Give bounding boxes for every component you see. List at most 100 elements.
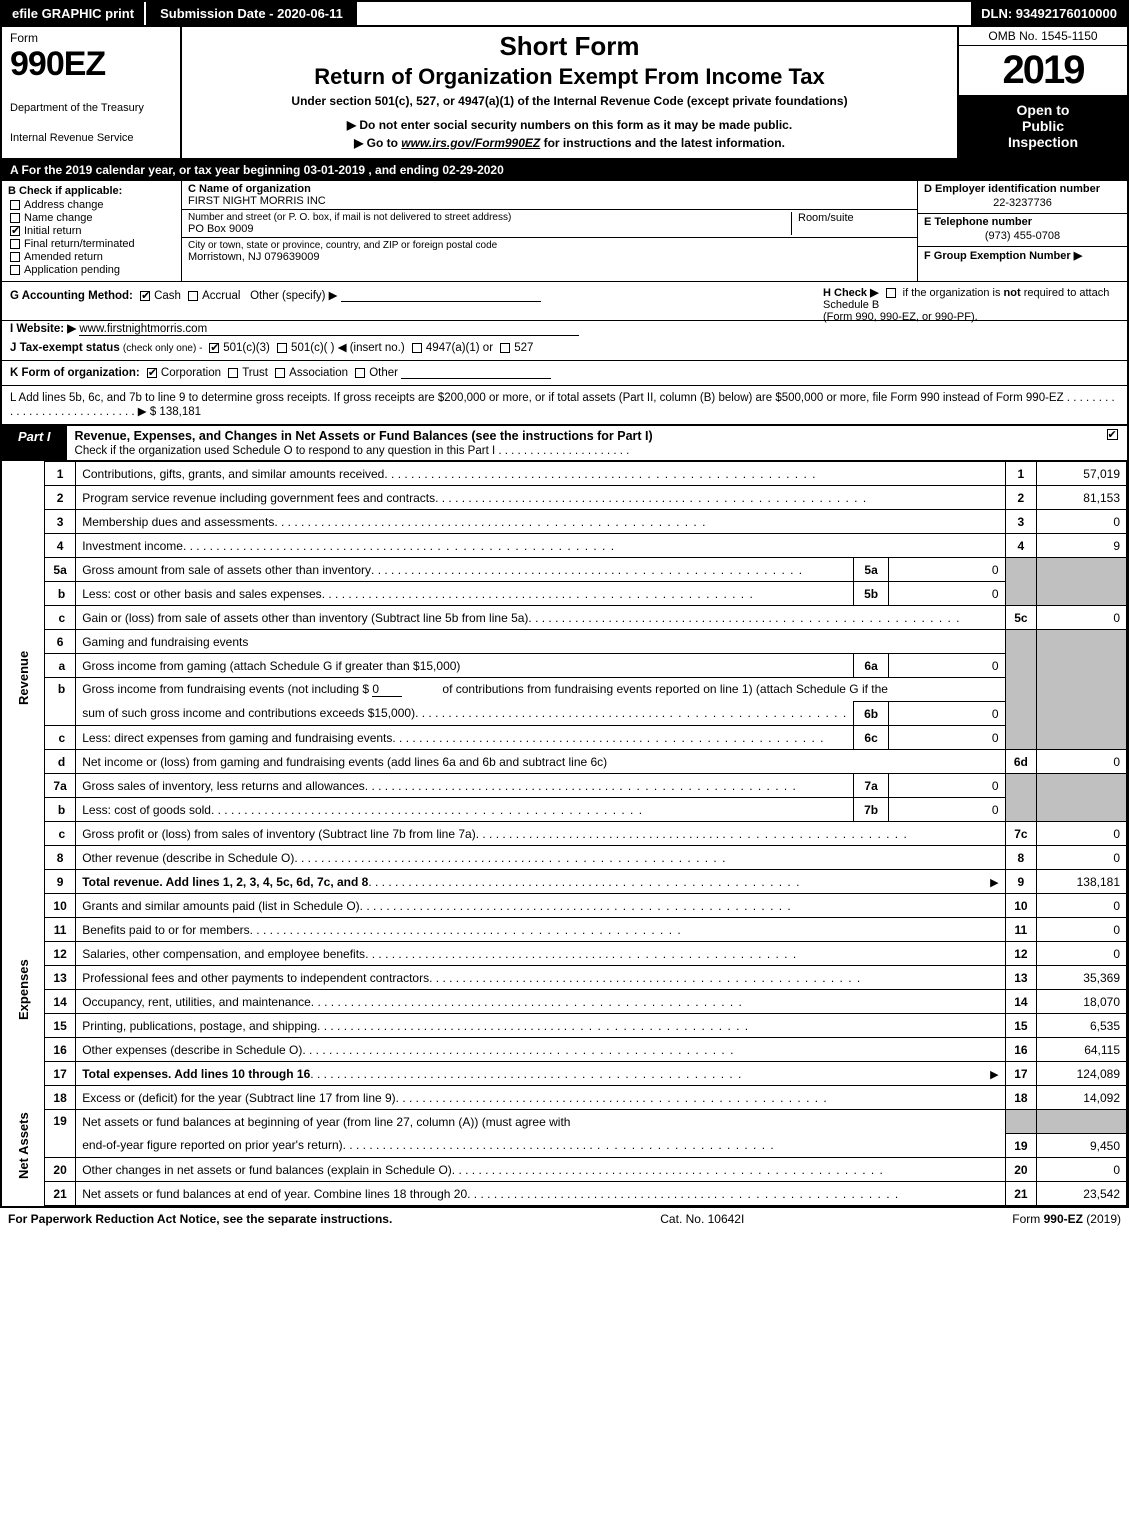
r3-desc: Membership dues and assessments: [76, 510, 1005, 534]
page-footer: For Paperwork Reduction Act Notice, see …: [0, 1208, 1129, 1230]
r21-desc: Net assets or fund balances at end of ye…: [76, 1182, 1005, 1206]
r6d-rval: 0: [1037, 750, 1127, 774]
chk-association[interactable]: [275, 368, 285, 378]
k-o4: Other: [369, 367, 398, 379]
chk-initial-return[interactable]: Initial return: [8, 225, 175, 237]
note-goto-pre: ▶ Go to: [354, 136, 401, 150]
r15-num: 15: [45, 1014, 76, 1038]
line-g: G Accounting Method: Cash Accrual Other …: [2, 282, 1127, 321]
part-i-endcheck[interactable]: [1097, 426, 1127, 460]
chk-501c[interactable]: [277, 343, 287, 353]
chk-501c3[interactable]: [209, 343, 219, 353]
top-bar: efile GRAPHIC print Submission Date - 20…: [2, 2, 1127, 27]
col-cdef: C Name of organization FIRST NIGHT MORRI…: [182, 181, 1127, 281]
r18-rnum: 18: [1005, 1086, 1037, 1110]
row-3: 3 Membership dues and assessments 3 0: [2, 510, 1127, 534]
footer-right-pre: Form: [1012, 1212, 1043, 1226]
j-o4: 527: [514, 342, 533, 354]
k-o2: Trust: [242, 367, 268, 379]
r2-desc: Program service revenue including govern…: [76, 486, 1005, 510]
block-b-f: B Check if applicable: Address change Na…: [2, 181, 1127, 282]
chk-final-return[interactable]: Final return/terminated: [8, 238, 175, 250]
r3-rnum: 3: [1005, 510, 1037, 534]
line-j-sub: (check only one) -: [123, 343, 205, 354]
r20-rval: 0: [1037, 1158, 1127, 1182]
r16-rnum: 16: [1005, 1038, 1037, 1062]
r15-rnum: 15: [1005, 1014, 1037, 1038]
h-not: not: [1004, 287, 1021, 299]
chk-527[interactable]: [500, 343, 510, 353]
chk-h[interactable]: [886, 288, 896, 298]
form-word: Form: [10, 31, 172, 45]
chk-trust[interactable]: [228, 368, 238, 378]
k-other-underline[interactable]: [401, 367, 551, 379]
sidelabel-revenue: Revenue: [2, 462, 45, 894]
r9-rval: 138,181: [1037, 870, 1127, 894]
accrual-label: Accrual: [202, 290, 240, 302]
form-container: efile GRAPHIC print Submission Date - 20…: [0, 0, 1129, 1208]
other-underline[interactable]: [341, 290, 541, 302]
r6b-amt: 0: [372, 682, 402, 697]
ein-value: 22-3237736: [924, 195, 1121, 211]
r6d-num: d: [45, 750, 76, 774]
footer-right-post: (2019): [1083, 1212, 1121, 1226]
r11-rval: 0: [1037, 918, 1127, 942]
r6a-num: a: [45, 654, 76, 678]
chk-label: Name change: [24, 212, 93, 224]
form-code: 990EZ: [10, 45, 172, 84]
chk-cash[interactable]: [140, 291, 150, 301]
footer-mid: Cat. No. 10642I: [392, 1212, 1012, 1226]
chk-application-pending[interactable]: Application pending: [8, 264, 175, 276]
r7a-mv: 0: [889, 774, 1006, 798]
dept-treasury: Department of the Treasury: [10, 102, 172, 114]
city-label: City or town, state or province, country…: [188, 240, 911, 251]
r12-rnum: 12: [1005, 942, 1037, 966]
r6c-mv: 0: [889, 726, 1006, 750]
r9-rnum: 9: [1005, 870, 1037, 894]
sidelabel-expenses: Expenses: [2, 894, 45, 1086]
r14-rval: 18,070: [1037, 990, 1127, 1014]
r15-desc: Printing, publications, postage, and shi…: [76, 1014, 1005, 1038]
chk-label: Address change: [24, 199, 104, 211]
r5ab-grey: [1005, 558, 1037, 606]
r5c-desc: Gain or (loss) from sale of assets other…: [76, 606, 1005, 630]
efile-label[interactable]: efile GRAPHIC print: [2, 2, 144, 25]
chk-label: Initial return: [24, 225, 81, 237]
chk-name-change[interactable]: Name change: [8, 212, 175, 224]
dln-label: DLN: 93492176010000: [971, 2, 1127, 25]
k-o3: Association: [289, 367, 348, 379]
header-right: OMB No. 1545-1150 2019 Open to Public In…: [957, 27, 1127, 158]
r1-desc: Contributions, gifts, grants, and simila…: [76, 462, 1005, 486]
col-b-header: B Check if applicable:: [8, 185, 175, 197]
chk-accrual[interactable]: [188, 291, 198, 301]
chk-address-change[interactable]: Address change: [8, 199, 175, 211]
r7b-mn: 7b: [854, 798, 889, 822]
line-i-pre: I Website: ▶: [10, 323, 76, 335]
r6b-mv: 0: [889, 702, 1006, 726]
irs-link[interactable]: www.irs.gov/Form990EZ: [401, 136, 540, 150]
r19-desc2: end-of-year figure reported on prior yea…: [76, 1134, 1005, 1158]
r19-desc1: Net assets or fund balances at beginning…: [76, 1110, 1005, 1134]
r14-rnum: 14: [1005, 990, 1037, 1014]
r7c-num: c: [45, 822, 76, 846]
sidelabel-netassets: Net Assets: [2, 1086, 45, 1206]
chk-other-org[interactable]: [355, 368, 365, 378]
website-value[interactable]: www.firstnightmorris.com: [79, 323, 579, 336]
chk-corporation[interactable]: [147, 368, 157, 378]
addr-label: Number and street (or P. O. box, if mail…: [188, 212, 791, 223]
r1-num: 1: [45, 462, 76, 486]
r6-desc: Gaming and fundraising events: [76, 630, 1005, 654]
r18-num: 18: [45, 1086, 76, 1110]
r6c-desc: Less: direct expenses from gaming and fu…: [76, 726, 854, 750]
header-center: Short Form Return of Organization Exempt…: [182, 27, 957, 158]
row-6b-2: sum of such gross income and contributio…: [2, 702, 1127, 726]
r12-desc: Salaries, other compensation, and employ…: [76, 942, 1005, 966]
r2-rnum: 2: [1005, 486, 1037, 510]
r7c-rval: 0: [1037, 822, 1127, 846]
chk-amended-return[interactable]: Amended return: [8, 251, 175, 263]
r13-rnum: 13: [1005, 966, 1037, 990]
row-19-2: end-of-year figure reported on prior yea…: [2, 1134, 1127, 1158]
chk-4947[interactable]: [412, 343, 422, 353]
r2-num: 2: [45, 486, 76, 510]
tel-cell: E Telephone number (973) 455-0708: [918, 214, 1127, 247]
